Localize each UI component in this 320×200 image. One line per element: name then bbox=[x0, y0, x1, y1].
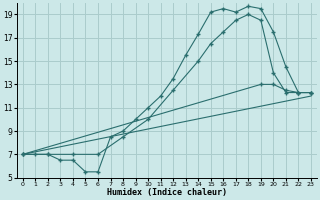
X-axis label: Humidex (Indice chaleur): Humidex (Indice chaleur) bbox=[107, 188, 227, 197]
